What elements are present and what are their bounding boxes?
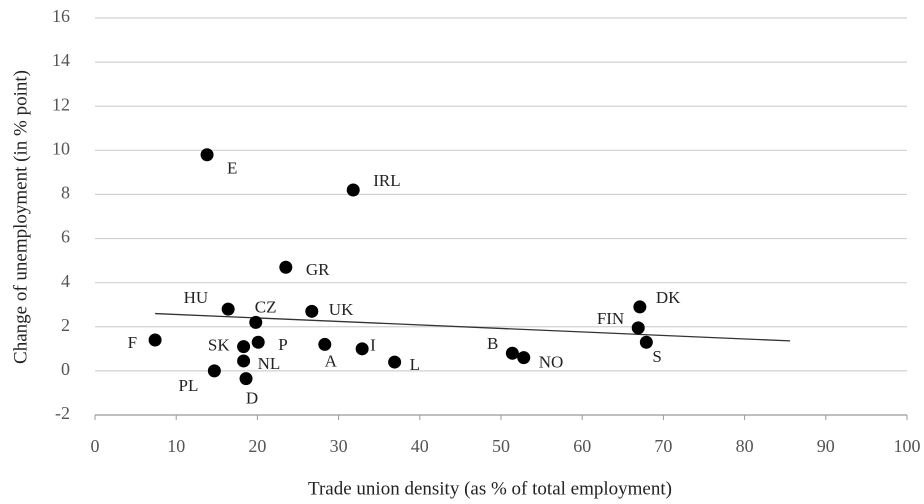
point [318,337,332,351]
point-label: F [128,333,137,352]
point-label: GR [306,260,330,279]
x-tick-label: 30 [330,436,348,456]
y-tick-label: 0 [61,359,70,379]
point-label: D [246,389,258,408]
point [200,148,214,162]
y-tick-label: 12 [52,94,70,114]
point [633,300,647,314]
point [517,351,531,365]
x-tick-label: 20 [248,436,266,456]
y-axis-title: Change of unemployment (in % point) [10,70,31,364]
point-label: NO [539,353,564,372]
x-tick-label: 90 [817,436,835,456]
point-label: FIN [597,309,624,328]
y-tick-label: 14 [52,50,70,70]
point-label: SK [208,336,230,355]
y-tick-label: 8 [61,183,70,203]
y-tick-label: -2 [55,403,70,423]
x-tick-label: 0 [91,436,100,456]
point-label: A [325,351,338,370]
point-label: E [227,159,237,178]
point-label: HU [184,288,209,307]
point [207,364,221,378]
y-tick-label: 2 [61,315,70,335]
x-tick-label: 40 [411,436,429,456]
y-tick-label: 16 [52,6,70,26]
point [239,372,253,386]
point-label: B [487,334,498,353]
x-tick-label: 10 [167,436,185,456]
point [237,354,251,368]
trend-line [155,312,791,342]
point-label: UK [329,300,354,319]
point [505,346,519,360]
point-label: L [410,355,420,374]
x-tick-label: 80 [736,436,754,456]
point [639,335,653,349]
point-label: I [370,336,376,355]
point-label: DK [656,288,681,307]
x-tick-label: 100 [894,436,921,456]
point [305,304,319,318]
point [388,355,402,369]
x-tick-label: 70 [654,436,672,456]
point [279,260,293,274]
x-tick-label: 50 [492,436,510,456]
point [237,340,251,354]
point [346,183,360,197]
x-tick-label: 60 [573,436,591,456]
point [221,302,235,316]
point [355,342,369,356]
point [249,315,263,329]
point-label: P [278,335,287,354]
point-label: S [652,347,661,366]
point [631,321,645,335]
point-label: CZ [255,297,277,316]
x-axis-title: Trade union density (as % of total emplo… [308,478,672,499]
y-tick-label: 10 [52,138,70,158]
point-label: IRL [373,171,400,190]
y-tick-label: 6 [61,227,70,247]
point [148,333,162,347]
point-label: NL [258,354,281,373]
point [251,335,265,349]
y-tick-label: 4 [61,271,70,291]
point-label: PL [179,376,199,395]
